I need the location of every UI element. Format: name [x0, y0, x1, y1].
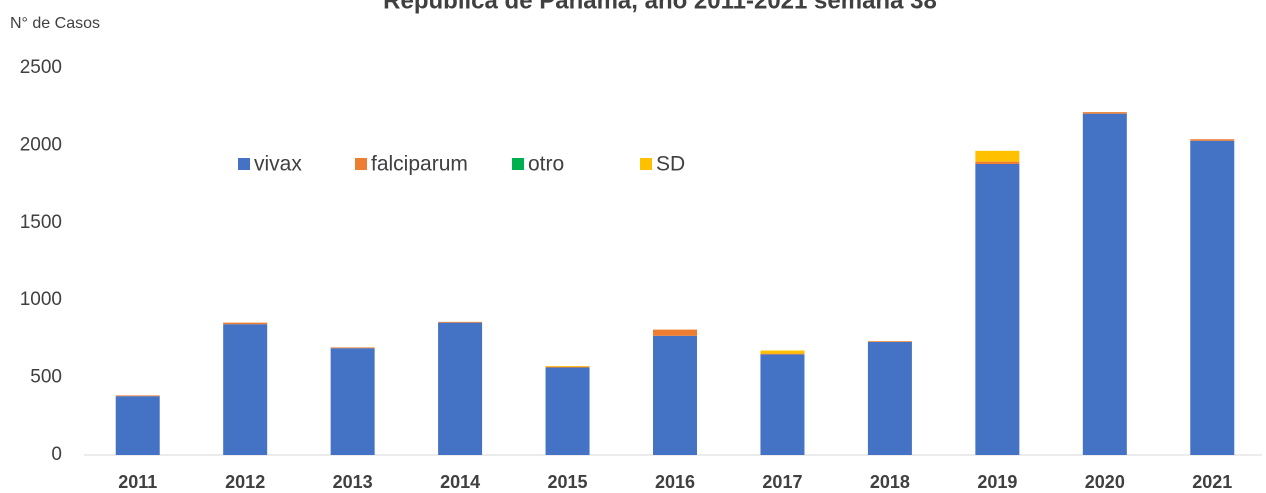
- bar-segment: [1190, 140, 1235, 456]
- legend-swatch: [238, 158, 250, 170]
- x-tick-label: 2018: [870, 472, 910, 492]
- bar-segment: [115, 395, 160, 397]
- y-tick-label: 1500: [20, 212, 62, 233]
- bar-segment: [223, 324, 268, 455]
- y-tick-label: 2500: [20, 57, 62, 78]
- legend-label: vivax: [254, 153, 302, 176]
- bar-segment: [438, 321, 483, 323]
- x-tick-label: 2011: [118, 472, 157, 492]
- legend-label: SD: [656, 153, 685, 176]
- legend-swatch: [640, 158, 652, 170]
- bar-segment: [760, 353, 805, 355]
- bar-segment: [330, 347, 375, 349]
- y-tick-label: 0: [51, 444, 62, 465]
- bar-segment: [545, 367, 590, 455]
- y-tick-label: 2000: [20, 134, 62, 155]
- legend-swatch: [512, 158, 524, 170]
- x-tick-label: 2015: [548, 472, 588, 492]
- y-tick-label: 1000: [20, 289, 62, 310]
- bar-segment: [975, 161, 1020, 164]
- bar-segment: [975, 163, 1020, 455]
- x-tick-label: 2014: [440, 472, 480, 492]
- legend-label: otro: [528, 153, 564, 176]
- x-tick-label: 2013: [333, 472, 373, 492]
- bar-segment: [115, 396, 160, 455]
- x-tick-label: 2019: [977, 472, 1017, 492]
- bar-segment: [545, 366, 590, 368]
- bar-segment: [1082, 113, 1127, 455]
- bar-segment: [1082, 112, 1127, 114]
- bar-segment: [653, 335, 697, 455]
- bar-segment: [545, 365, 590, 367]
- legend-label: falciparum: [371, 153, 468, 176]
- chart-title: República de Panamá, año 2011-2021 seman…: [383, 0, 937, 14]
- bar-segment: [223, 322, 268, 325]
- x-tick-label: 2021: [1192, 472, 1232, 492]
- x-tick-label: 2020: [1085, 472, 1125, 492]
- bar-segment: [330, 348, 375, 455]
- x-tick-label: 2016: [655, 472, 695, 492]
- bar-segment: [438, 322, 483, 455]
- x-tick-label: 2017: [762, 472, 802, 492]
- bar-segment: [867, 341, 912, 455]
- bar-segment: [1190, 139, 1235, 141]
- legend-swatch: [355, 158, 367, 170]
- bar-segment: [975, 150, 1020, 162]
- y-tick-label: 500: [30, 367, 62, 388]
- bar-segment: [653, 329, 697, 336]
- bar-segment: [867, 341, 912, 342]
- x-tick-label: 2012: [225, 472, 265, 492]
- bar-segment: [760, 354, 805, 455]
- bar-segment: [760, 350, 805, 354]
- y-axis-label: N° de Casos: [10, 15, 100, 32]
